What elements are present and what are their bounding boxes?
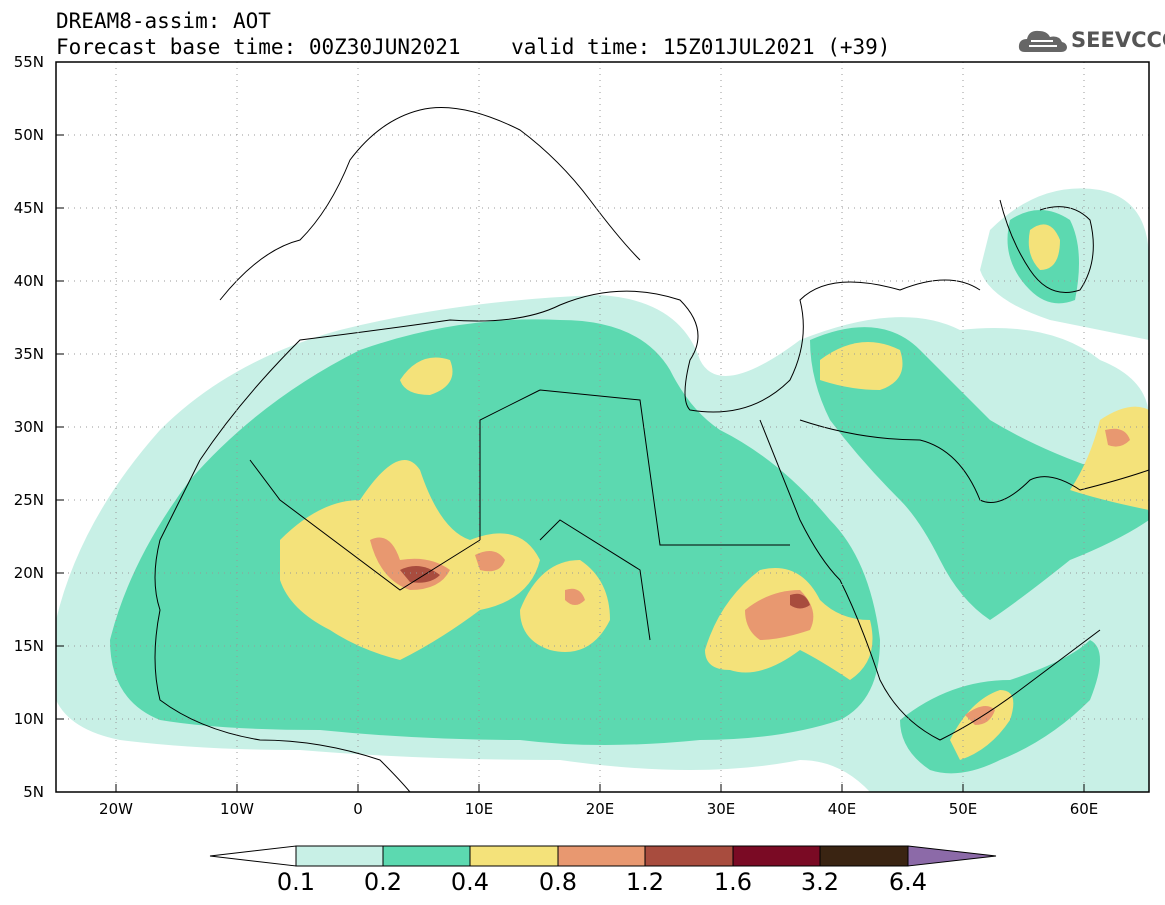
- lon-label: 10W: [220, 800, 254, 818]
- lat-label: 50N: [13, 126, 44, 144]
- lat-label: 10N: [13, 710, 44, 728]
- colorbar-label: 6.4: [888, 868, 928, 896]
- colorbar-label: 0.2: [363, 868, 403, 896]
- lat-label: 20N: [13, 564, 44, 582]
- colorbar-swatch-0.8: [557, 845, 646, 867]
- lon-label: 30E: [706, 800, 736, 818]
- lat-label: 15N: [13, 637, 44, 655]
- lat-label: 5N: [23, 783, 44, 801]
- colorbar-label: 1.2: [625, 868, 665, 896]
- colorbar-label: 1.6: [713, 868, 753, 896]
- colorbar-swatch-3.2: [819, 845, 909, 867]
- colorbar-below-arrow: [209, 845, 297, 867]
- colorbar-swatch-1.6: [732, 845, 821, 867]
- lon-label: 50E: [948, 800, 978, 818]
- lon-label: 20E: [585, 800, 615, 818]
- lat-label: 35N: [13, 345, 44, 363]
- lon-label: 10E: [464, 800, 494, 818]
- map-title: DREAM8-assim: AOT: [56, 9, 271, 33]
- seevccc-logo: SEEVCCC: [1017, 26, 1165, 56]
- logo-text: SEEVCCC: [1071, 28, 1165, 52]
- lat-label: 45N: [13, 199, 44, 217]
- lat-label: 40N: [13, 272, 44, 290]
- lon-label: 20W: [99, 800, 133, 818]
- colorbar: [209, 845, 997, 867]
- graticule: [56, 62, 1149, 792]
- map-subtitle: Forecast base time: 00Z30JUN2021 valid t…: [56, 35, 891, 59]
- axis-ticks: [56, 134, 1085, 792]
- colorbar-swatch-0.4: [469, 845, 559, 867]
- colorbar-label: 0.4: [450, 868, 490, 896]
- cloud-icon: [1018, 30, 1067, 52]
- lat-label: 30N: [13, 418, 44, 436]
- colorbar-swatch-1.2: [644, 845, 734, 867]
- colorbar-swatch-0.1: [295, 845, 384, 867]
- colorbar-label: 0.1: [276, 868, 316, 896]
- aot-level-0.2: [110, 210, 1149, 774]
- aot-level-1.2: [400, 566, 810, 609]
- coastlines: [154, 107, 1150, 793]
- colorbar-label: 0.8: [538, 868, 578, 896]
- lat-label: 55N: [13, 53, 44, 71]
- colorbar-label: 3.2: [800, 868, 840, 896]
- lat-label: 25N: [13, 491, 44, 509]
- lon-label: 0: [353, 800, 363, 818]
- colorbar-swatch-0.2: [382, 845, 471, 867]
- lon-label: 60E: [1069, 800, 1099, 818]
- lon-label: 40E: [827, 800, 857, 818]
- colorbar-above-arrow: [907, 845, 997, 867]
